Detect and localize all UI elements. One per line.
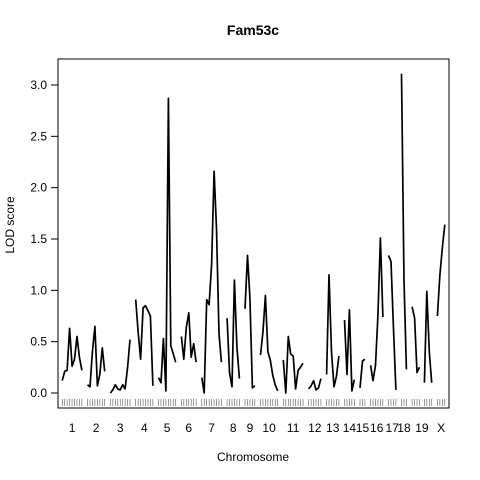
lod-curve-chr1 [61, 327, 83, 381]
chromosome-label: 4 [141, 421, 148, 435]
chromosome-label: 7 [208, 421, 215, 435]
lod-curve-chr9 [244, 254, 256, 389]
lod-curve-chr4 [134, 299, 154, 386]
y-tick-label: 2.0 [30, 181, 47, 195]
lod-curve-chr5 [157, 97, 177, 392]
y-tick-label: 1.0 [30, 283, 47, 297]
chromosome-label: 16 [370, 421, 384, 435]
y-tick-label: 2.5 [30, 129, 47, 143]
lod-curve-chr18 [400, 73, 408, 370]
lod-curve-chr10 [259, 294, 279, 392]
chromosome-label: 19 [415, 421, 429, 435]
chromosome-label: 5 [164, 421, 171, 435]
chromosome-label: 17 [386, 421, 400, 435]
chromosome-label: 13 [326, 421, 340, 435]
lod-curve-chr14 [343, 308, 356, 392]
lod-curve-chr15 [359, 358, 366, 388]
y-tick-label: 0.5 [30, 335, 47, 349]
chart-title: Fam53c [227, 22, 279, 38]
chromosome-label: X [437, 421, 445, 435]
lod-curve-chr11 [282, 335, 304, 394]
chromosome-label: 9 [247, 421, 254, 435]
chromosome-label: 3 [117, 421, 124, 435]
chromosome-label: 6 [185, 421, 192, 435]
y-axis-title: LOD score [3, 196, 17, 254]
y-tick-label: 0.0 [30, 386, 47, 400]
chromosome-label: 2 [93, 421, 100, 435]
chromosome-label: 12 [308, 421, 322, 435]
lod-curve-chr6 [180, 312, 197, 363]
chromosome-label: 1 [69, 421, 76, 435]
lod-curve-chr16 [369, 237, 384, 382]
x-axis-title: Chromosome [217, 450, 289, 464]
lod-curve-chr8 [226, 279, 241, 388]
plot-frame [57, 58, 450, 409]
y-tick-label: 1.5 [30, 232, 47, 246]
chromosome-label: 8 [230, 421, 237, 435]
lod-curve-chr13 [325, 274, 340, 388]
chromosome-label: 14 [343, 421, 357, 435]
lod-curve-chrX [436, 224, 446, 317]
chromosome-label: 11 [287, 421, 300, 435]
lod-curve-chr2 [86, 325, 106, 388]
y-axis: 0.0 0.5 1.0 1.5 2.0 2.5 3.0 [30, 78, 59, 400]
lod-curves [61, 73, 446, 394]
chromosome-label: 15 [356, 421, 370, 435]
lod-curve-chr17 [387, 255, 397, 390]
lod-curve-chr7 [200, 170, 223, 394]
marker-rug [61, 399, 446, 406]
lod-curve-chr3 [109, 339, 131, 394]
lod-curve-chr19 [411, 306, 421, 374]
chromosome-label: 10 [262, 421, 276, 435]
lod-curve-chr12 [307, 378, 322, 391]
y-tick-label: 3.0 [30, 78, 47, 92]
chromosome-label: 18 [397, 421, 411, 435]
lod-curve-chr19 [423, 290, 433, 383]
